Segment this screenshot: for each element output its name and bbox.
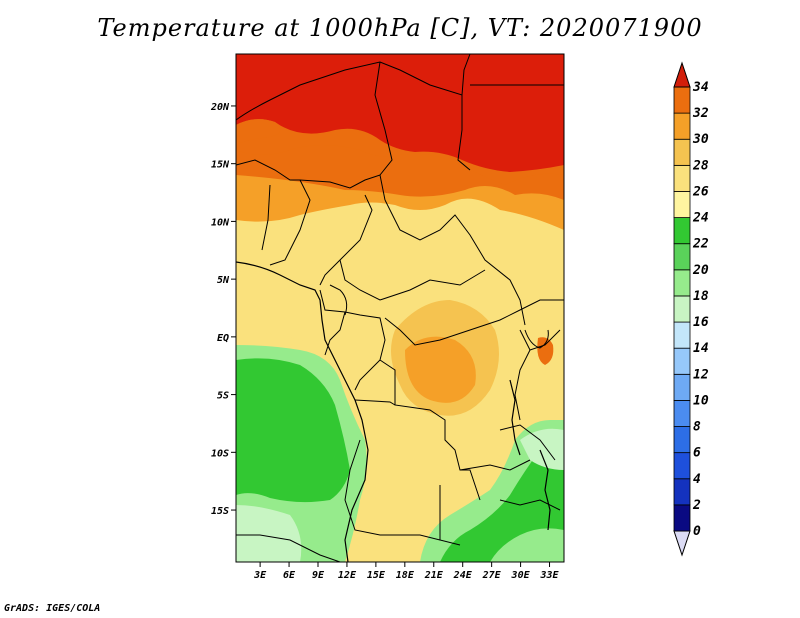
lat-tick-label: 5S xyxy=(217,391,229,402)
colorbar-box xyxy=(673,164,691,192)
colorbar-box xyxy=(673,400,691,427)
colorbar-label: 22 xyxy=(692,237,709,252)
colorbar-label: 28 xyxy=(692,158,709,173)
country-borders xyxy=(236,54,564,562)
lon-tick-label: 27E xyxy=(482,570,502,581)
latitude-axis: 20N 15N 10N 5N EQ 5S 10S 15S xyxy=(210,102,236,517)
colorbar-label: 2 xyxy=(692,498,701,513)
lat-tick-label: 15S xyxy=(211,506,229,517)
colorbar-box xyxy=(673,426,691,454)
lon-tick-label: 33E xyxy=(539,570,559,581)
lon-tick-label: 18E xyxy=(396,570,415,581)
lat-tick-label: 10S xyxy=(211,448,229,459)
lat-tick-label: 15N xyxy=(211,160,230,171)
colorbar-box xyxy=(673,138,691,166)
colorbar-box xyxy=(673,112,691,140)
colorbar-label: 12 xyxy=(693,367,709,382)
grads-credit: GrADS: IGES/COLA xyxy=(4,603,101,614)
colorbar-label: 24 xyxy=(692,211,709,226)
longitude-axis: 3E 6E 9E 12E 15E 18E 21E 24E 27E 30E 33E xyxy=(253,562,560,581)
colorbar-label: 26 xyxy=(692,184,709,199)
colorbar-box xyxy=(673,478,691,506)
colorbar-label: 34 xyxy=(692,80,709,95)
colorbar-label: 30 xyxy=(692,132,709,147)
colorbar-box xyxy=(673,347,691,375)
colorbar-label: 4 xyxy=(693,472,701,487)
lon-tick-label: 3E xyxy=(253,570,267,581)
lon-tick-label: 24E xyxy=(453,570,473,581)
map-frame xyxy=(235,53,565,563)
colorbar-under-arrow xyxy=(673,530,691,557)
map-title: Temperature at 1000hPa [C], VT: 20200719… xyxy=(97,14,703,42)
lat-tick-label: 5N xyxy=(217,275,230,286)
temperature-field xyxy=(236,54,564,562)
colorbar-label: 16 xyxy=(693,315,709,330)
colorbar-box xyxy=(673,373,691,401)
lon-tick-label: 6E xyxy=(283,570,296,581)
colorbar-box xyxy=(673,321,691,349)
colorbar-label: 10 xyxy=(693,393,709,408)
lon-tick-label: 30E xyxy=(511,570,531,581)
colorbar-box xyxy=(673,452,691,480)
colorbar-box xyxy=(673,504,691,532)
colorbar-box xyxy=(673,86,691,114)
colorbar-box xyxy=(673,243,691,271)
colorbar-label: 20 xyxy=(692,263,709,278)
colorbar-box xyxy=(673,295,691,323)
lon-tick-label: 15E xyxy=(367,570,386,581)
lat-tick-label: 10N xyxy=(211,217,230,228)
colorbar-over-arrow xyxy=(673,61,691,88)
lon-tick-label: 21E xyxy=(424,570,444,581)
lon-tick-label: 9E xyxy=(312,570,325,581)
colorbar-label: 14 xyxy=(693,341,709,356)
lon-tick-label: 12E xyxy=(338,570,357,581)
colorbar-label: 0 xyxy=(693,524,701,539)
lat-tick-label: 20N xyxy=(210,102,230,113)
colorbar-label: 32 xyxy=(692,106,709,121)
colorbar-label: 8 xyxy=(693,420,701,435)
colorbar-box xyxy=(673,191,691,218)
lat-tick-label: EQ xyxy=(217,333,229,344)
colorbar-label: 18 xyxy=(693,289,709,304)
colorbar-box xyxy=(673,269,691,297)
colorbar-label: 6 xyxy=(693,446,701,461)
colorbar-box xyxy=(673,217,691,245)
